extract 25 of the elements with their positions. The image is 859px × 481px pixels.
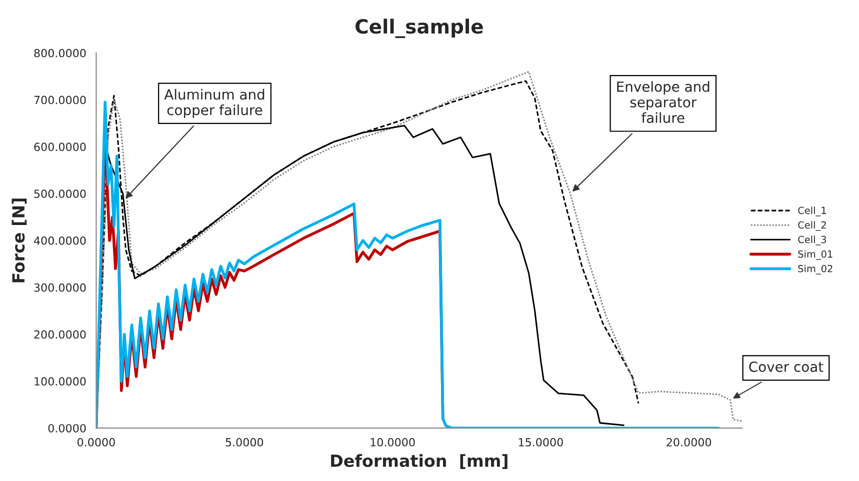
legend-label: Cell_3 [798, 236, 826, 246]
x-tick-label: 10.0000 [370, 438, 415, 446]
y-tick-label: 0.0000 [48, 424, 86, 432]
y-tick-label: 200.0000 [34, 330, 86, 339]
legend-label: Sim_01 [798, 250, 832, 260]
y-axis-title: Force [N] [12, 198, 27, 282]
chart-title: Cell_sample [356, 18, 483, 38]
x-tick-label: 5.0000 [226, 438, 264, 446]
y-tick-label: 100.0000 [34, 377, 86, 386]
y-tick-label: 600.0000 [34, 142, 86, 152]
annotation: Cover coat [749, 361, 824, 372]
y-tick-label: 500.0000 [34, 190, 86, 198]
y-tick-label: 300.0000 [34, 283, 86, 292]
x-tick-label: 15.0000 [518, 438, 563, 446]
annotation: Envelope and separator failure [617, 81, 710, 123]
y-tick-label: 700.0000 [34, 96, 86, 104]
annotation: Aluminum and copper failure [164, 88, 264, 118]
y-tick-label: 400.0000 [34, 236, 86, 245]
legend-label: Sim_02 [798, 264, 832, 274]
legend-label: Cell_1 [798, 206, 826, 216]
y-tick-label: 800.0000 [34, 48, 86, 58]
x-tick-label: 20.0000 [666, 438, 712, 446]
x-axis-title: Deformation [mm] [331, 454, 508, 469]
legend-label: Cell_2 [798, 221, 826, 231]
x-tick-label: 0.0000 [78, 438, 115, 446]
